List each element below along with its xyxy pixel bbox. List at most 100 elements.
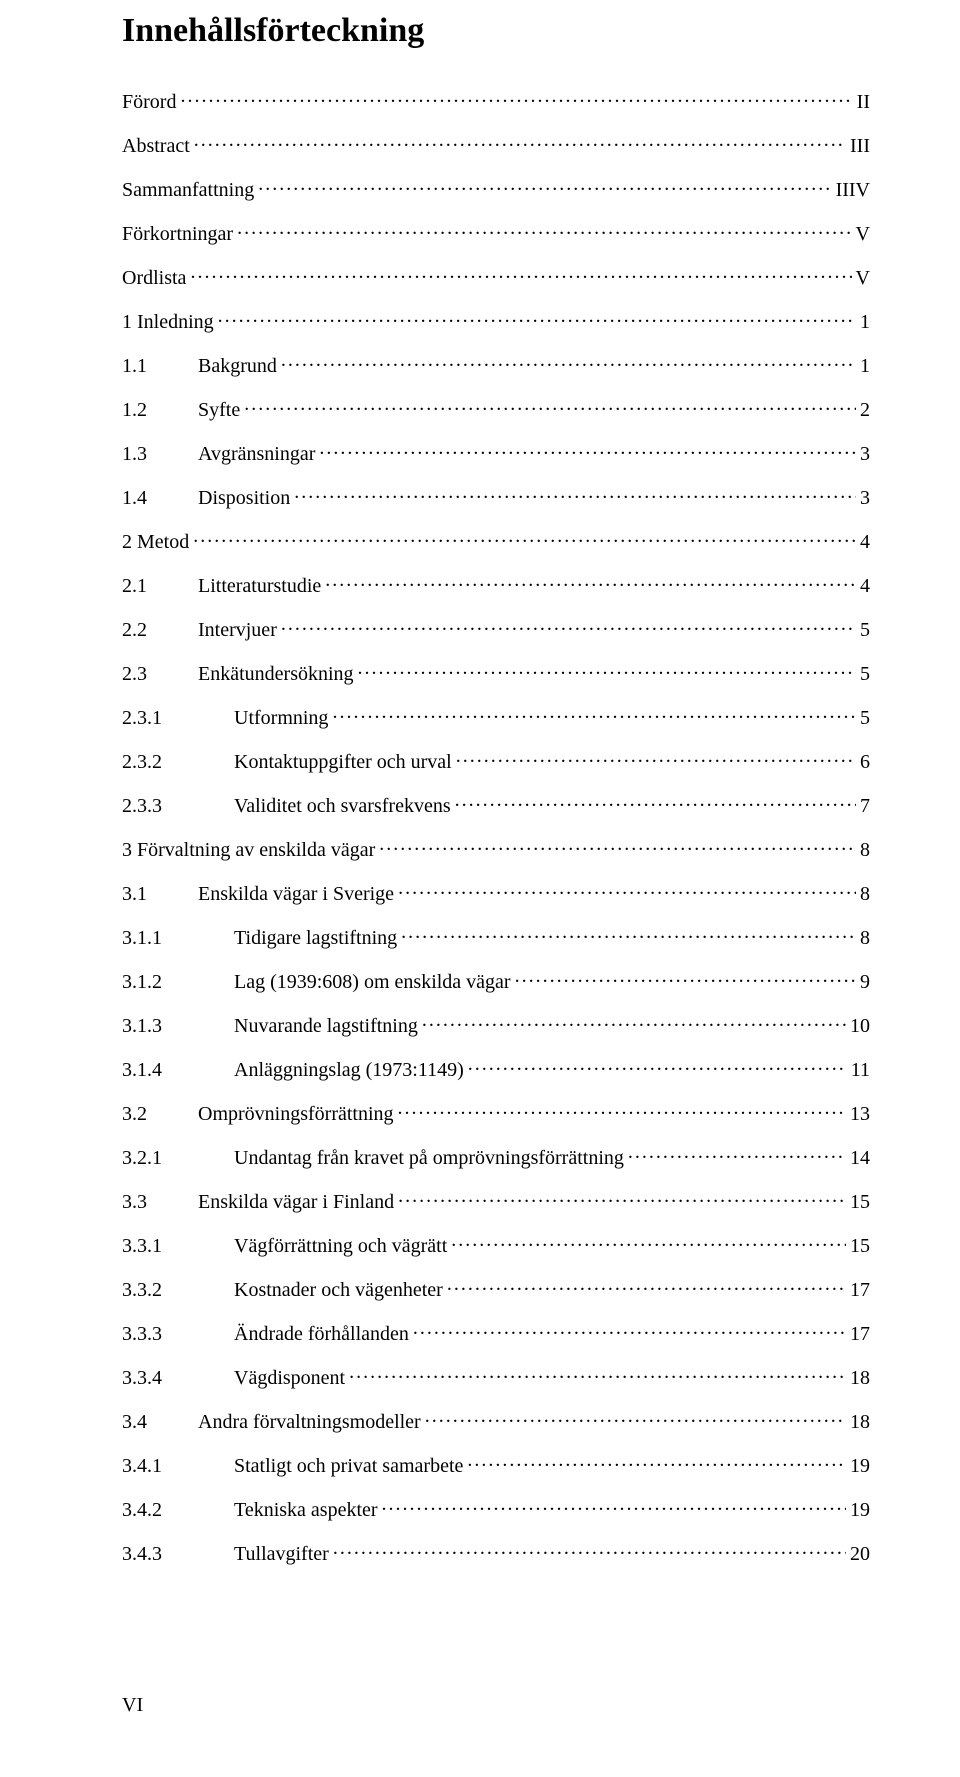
- page-number: VI: [122, 1694, 143, 1717]
- toc-entry-title: Validitet och svarsfrekvens: [234, 794, 451, 818]
- toc-entry-title: Enskilda vägar i Finland: [198, 1190, 394, 1214]
- toc-entry-page: II: [857, 90, 870, 114]
- toc-entry-title: Lag (1939:608) om enskilda vägar: [234, 970, 511, 994]
- toc-entry: 3.4.2Tekniska aspekter19: [122, 1494, 870, 1522]
- toc-dot-leader: [294, 482, 856, 504]
- toc-dot-leader: [358, 658, 856, 680]
- toc-entry-title: Andra förvaltningsmodeller: [198, 1410, 421, 1434]
- toc-dot-leader: [413, 1318, 846, 1340]
- toc-entry-label: 3.1.4: [122, 1058, 210, 1082]
- toc-entry-label: 2.3.1: [122, 706, 210, 730]
- toc-dot-leader: [401, 922, 856, 944]
- toc-dot-leader: [190, 262, 851, 284]
- toc-entry-title: Litteraturstudie: [198, 574, 321, 598]
- toc-entry-title: Tidigare lagstiftning: [234, 926, 397, 950]
- toc-entry-label: Ordlista: [122, 266, 186, 290]
- toc-dot-leader: [333, 1538, 846, 1560]
- toc-entry-page: 18: [850, 1410, 870, 1434]
- toc-dot-leader: [193, 526, 856, 548]
- toc-entry-title: Bakgrund: [198, 354, 277, 378]
- toc-entry-title: Omprövningsförrättning: [198, 1102, 394, 1126]
- toc-entry-title: Enskilda vägar i Sverige: [198, 882, 394, 906]
- toc-entry-page: 14: [850, 1146, 870, 1170]
- toc-entry: 1.2Syfte2: [122, 394, 870, 422]
- toc-entry-page: 19: [850, 1498, 870, 1522]
- toc-entry-label: Abstract: [122, 134, 190, 158]
- toc-dot-leader: [628, 1142, 846, 1164]
- toc-entry-page: 18: [850, 1366, 870, 1390]
- toc-entry-title: Undantag från kravet på omprövningsförrä…: [234, 1146, 624, 1170]
- toc-entry-title: Vägförrättning och vägrätt: [234, 1234, 447, 1258]
- toc-dot-leader: [467, 1450, 846, 1472]
- toc-entry: 2.3.3Validitet och svarsfrekvens7: [122, 790, 870, 818]
- toc-dot-leader: [319, 438, 856, 460]
- toc-dot-leader: [258, 174, 831, 196]
- toc-dot-leader: [281, 350, 856, 372]
- toc-entry-page: 5: [860, 662, 870, 686]
- toc-dot-leader: [447, 1274, 846, 1296]
- toc-entry-label: 2.3.3: [122, 794, 210, 818]
- toc-entry: 3.4 Andra förvaltningsmodeller 18: [122, 1406, 870, 1434]
- toc-entry-page: 11: [851, 1058, 870, 1082]
- toc-entry: 1.1 Bakgrund 1: [122, 350, 870, 378]
- toc-dot-leader: [180, 86, 852, 108]
- toc-entry-label: 3.4: [122, 1410, 178, 1434]
- toc-entry-page: 8: [860, 926, 870, 950]
- toc-entry-label: 1 Inledning: [122, 310, 214, 334]
- toc-entry: 3.2Omprövningsförrättning13: [122, 1098, 870, 1126]
- toc-entry-label: 2.3.2: [122, 750, 210, 774]
- toc-heading: Innehållsförteckning: [122, 12, 870, 50]
- toc-entry: 3.1.4Anläggningslag (1973:1149)11: [122, 1054, 870, 1082]
- toc-entry: 3.1.3Nuvarande lagstiftning10: [122, 1010, 870, 1038]
- toc-entry-title: Vägdisponent: [234, 1366, 345, 1390]
- toc-entry: OrdlistaV: [122, 262, 870, 290]
- toc-entry: 2.3.2Kontaktuppgifter och urval6: [122, 746, 870, 774]
- toc-entry-label: 3.1.1: [122, 926, 210, 950]
- toc-entry-title: Tullavgifter: [234, 1542, 329, 1566]
- toc-entry-label: 3.3.3: [122, 1322, 210, 1346]
- toc-entry: 2 Metod4: [122, 526, 870, 554]
- toc-dot-leader: [379, 834, 856, 856]
- toc-entry-page: 5: [860, 706, 870, 730]
- toc-dot-leader: [468, 1054, 847, 1076]
- toc-entry-label: 1.4: [122, 486, 178, 510]
- toc-entry: 1.3Avgränsningar3: [122, 438, 870, 466]
- toc-entry-label: 3.1: [122, 882, 178, 906]
- toc-entry-title: Utformning: [234, 706, 328, 730]
- toc-dot-leader: [281, 614, 856, 636]
- toc-entry-page: 8: [860, 882, 870, 906]
- toc-entry-label: Förord: [122, 90, 176, 114]
- toc-entry-page: 1: [860, 310, 870, 334]
- toc-entry-title: Enkätundersökning: [198, 662, 354, 686]
- toc-entry: 3.3.1Vägförrättning och vägrätt15: [122, 1230, 870, 1258]
- toc-entry-label: 2.2: [122, 618, 178, 642]
- toc-entry-label: 1.2: [122, 398, 178, 422]
- toc-dot-leader: [325, 570, 856, 592]
- toc-entry-title: Ändrade förhållanden: [234, 1322, 409, 1346]
- toc-entry-page: 15: [850, 1190, 870, 1214]
- toc-entry-page: IIIV: [836, 178, 870, 202]
- toc-entry: Förord II: [122, 86, 870, 114]
- toc-entry-page: 15: [850, 1234, 870, 1258]
- toc-dot-leader: [455, 790, 856, 812]
- toc-entry: 2.2Intervjuer5: [122, 614, 870, 642]
- toc-dot-leader: [422, 1010, 846, 1032]
- toc-dot-leader: [382, 1494, 846, 1516]
- toc-entry-page: 1: [860, 354, 870, 378]
- toc-entry-page: 4: [860, 530, 870, 554]
- toc-dot-leader: [349, 1362, 846, 1384]
- toc-entry: 2.1Litteraturstudie4: [122, 570, 870, 598]
- toc-entry: Abstract III: [122, 130, 870, 158]
- toc-entry-page: III: [850, 134, 870, 158]
- document-page: Innehållsförteckning Förord II Abstract III…: [0, 0, 960, 1777]
- toc-entry-page: 8: [860, 838, 870, 862]
- toc-entry-page: 20: [850, 1542, 870, 1566]
- toc-dot-leader: [515, 966, 856, 988]
- toc-entry: 2.3Enkätundersökning5: [122, 658, 870, 686]
- toc-entry: 3.3.3Ändrade förhållanden17: [122, 1318, 870, 1346]
- toc-entry-title: Kostnader och vägenheter: [234, 1278, 443, 1302]
- toc-entry: 3.1.1 Tidigare lagstiftning 8: [122, 922, 870, 950]
- toc-dot-leader: [332, 702, 856, 724]
- toc-entry-label: 1.1: [122, 354, 178, 378]
- toc-dot-leader: [398, 1098, 846, 1120]
